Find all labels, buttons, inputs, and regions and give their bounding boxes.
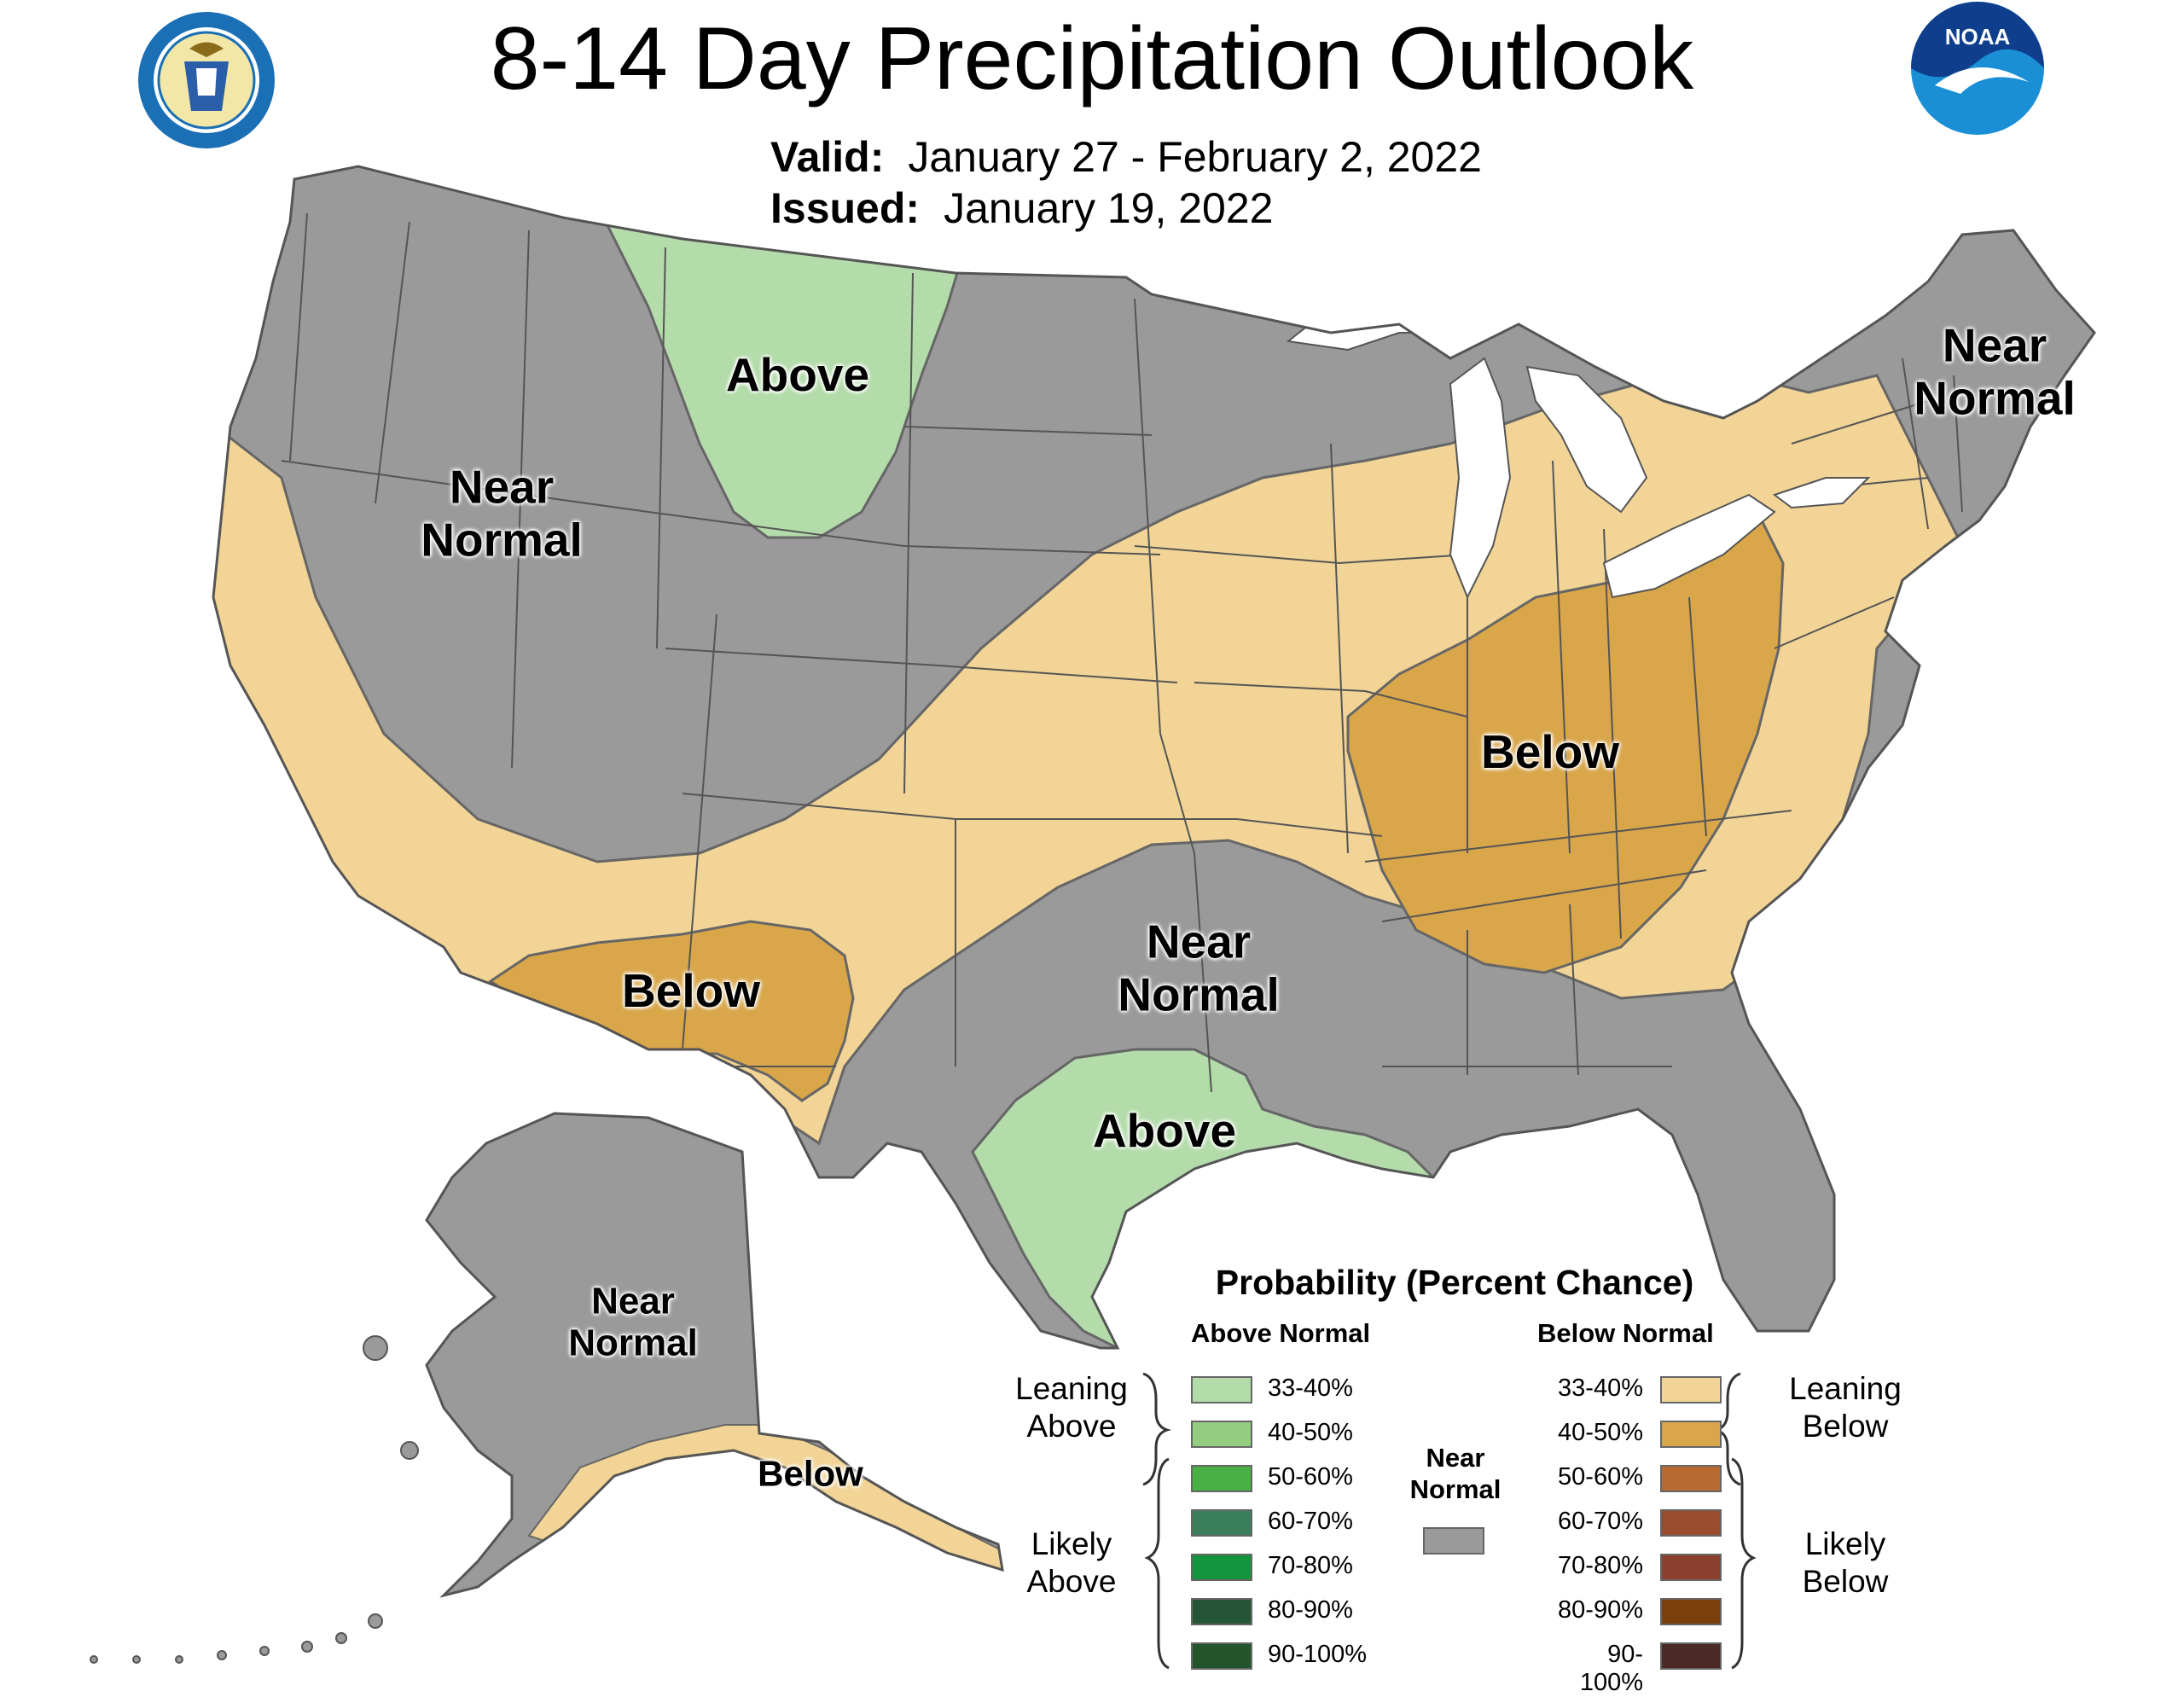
legend-braces [1142,1372,1757,1670]
legend-above-swatch [1191,1376,1252,1404]
legend-above-range: 60-70% [1268,1508,1353,1535]
alaska-outline [425,1112,1004,1598]
legend-above-swatch [1191,1421,1252,1448]
legend-above-swatch [1191,1642,1252,1670]
label-above-north: Above [725,348,870,402]
legend-above-range: 80-90% [1268,1596,1353,1624]
legend-title: Probability (Percent Chance) [1215,1263,1694,1302]
legend-below-swatch [1660,1421,1722,1448]
legend-below-swatch [1660,1465,1722,1492]
legend-below-range: 40-50% [1558,1419,1643,1446]
legend-near-normal-swatch [1423,1527,1484,1555]
legend-likely-above-label: Likely Above [1026,1526,1117,1600]
legend-above-swatch [1191,1465,1252,1492]
legend-below-range: 60-70% [1558,1508,1643,1535]
legend-below-range: 80-90% [1558,1596,1643,1624]
legend-above-range: 70-80% [1268,1552,1353,1579]
noaa-logo-icon: NOAA [1909,0,2046,141]
legend-below-range: 33-40% [1558,1374,1643,1402]
legend-leaning-below-label: Leaning Below [1789,1371,1902,1444]
valid-dates: Valid: January 27 - February 2, 2022 [770,132,1482,182]
legend-above-range: 90-100% [1268,1641,1368,1668]
legend-above-swatch [1191,1554,1252,1581]
legend-likely-below-label: Likely Below [1802,1526,1889,1600]
legend-below-swatch [1660,1376,1722,1404]
legend-leaning-above-label: Leaning Above [1015,1371,1128,1444]
legend-below-swatch [1660,1642,1722,1670]
legend-above-swatch [1191,1509,1252,1537]
state-borders [281,212,1963,1093]
brace-likely-below [1731,1457,1757,1670]
legend-above-range: 40-50% [1268,1419,1353,1446]
valid-label: Valid: [770,133,885,181]
label-near-normal-northeast: Near Normal [1914,318,2076,424]
legend-below-range: 90-100% [1579,1641,1643,1696]
valid-value: January 27 - February 2, 2022 [908,133,1482,181]
above-north-region [599,212,961,539]
aleutian-islands [90,1335,419,1664]
legend-near-normal-label: Near Normal [1409,1443,1502,1505]
legend-above-swatch [1191,1598,1252,1625]
legend-below-swatch [1660,1598,1722,1625]
issued-date: Issued: January 19, 2022 [770,183,1273,233]
department-of-commerce-seal-icon [136,10,277,155]
issued-label: Issued: [770,184,921,232]
brace-likely-above [1144,1457,1170,1670]
legend-above-range: 50-60% [1268,1463,1353,1491]
legend-below-swatch [1660,1509,1722,1537]
label-below-southwest: Below [622,964,760,1018]
page-title: 8-14 Day Precipitation Outlook [490,9,1694,108]
brace-leaning-above [1142,1372,1172,1486]
label-near-normal-northwest: Near Normal [421,460,583,566]
conus-outline [212,165,2096,1350]
label-near-normal-south: Near Normal [1118,915,1280,1020]
legend-below-normal-header: Below Normal [1537,1318,1714,1348]
label-below-alaska: Below [758,1453,863,1494]
label-below-ohio-valley: Below [1481,725,1619,779]
legend-above-range: 33-40% [1268,1374,1353,1402]
noaa-logo-text: NOAA [1945,24,2011,49]
issued-value: January 19, 2022 [944,184,1274,232]
legend-below-range: 50-60% [1558,1463,1643,1491]
label-above-texas: Above [1092,1104,1237,1158]
legend-below-range: 70-80% [1558,1552,1643,1579]
label-near-normal-alaska: Near Normal [568,1280,698,1364]
legend-above-normal-header: Above Normal [1191,1318,1371,1348]
legend-below-swatch [1660,1554,1722,1581]
